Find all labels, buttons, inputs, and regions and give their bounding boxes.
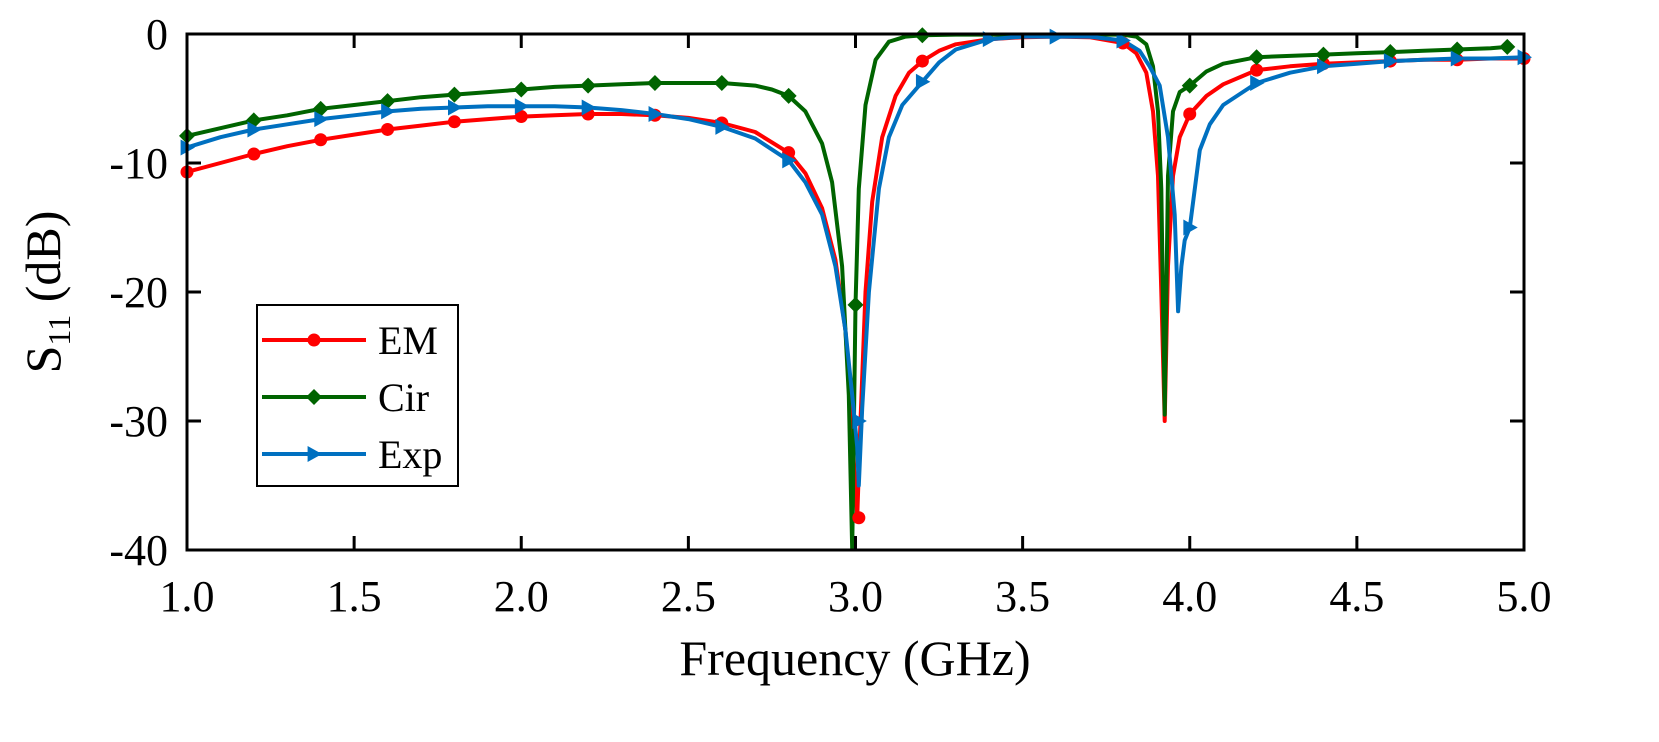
legend-items: EM Cir Exp xyxy=(262,318,442,477)
data-point-exp xyxy=(448,99,463,116)
data-point-exp xyxy=(852,413,867,429)
data-point-cir xyxy=(1499,38,1516,55)
legend-item-exp: Exp xyxy=(262,432,442,477)
y-tick-label: -20 xyxy=(109,268,168,317)
y-axis-title-sub: 11 xyxy=(41,315,77,346)
legend-label-cir: Cir xyxy=(378,375,429,420)
data-point-em xyxy=(514,110,528,124)
data-point-exp xyxy=(1183,219,1198,236)
x-tick-label: 1.0 xyxy=(160,572,215,621)
legend-item-cir: Cir xyxy=(262,375,429,420)
data-point-em xyxy=(1183,107,1197,121)
x-tick-label: 5.0 xyxy=(1497,572,1552,621)
data-point-em xyxy=(314,133,328,147)
data-point-exp xyxy=(514,98,530,115)
data-point-cir xyxy=(513,81,530,98)
x-tick-label: 4.5 xyxy=(1329,572,1384,621)
legend-marker-cir xyxy=(306,389,322,405)
y-tick-label: -10 xyxy=(109,139,168,188)
data-point-exp xyxy=(1049,28,1065,45)
y-axis-title-unit: (dB) xyxy=(15,211,71,315)
data-point-exp xyxy=(1116,32,1131,49)
data-point-exp xyxy=(715,118,730,135)
data-point-cir xyxy=(1248,49,1265,66)
legend-label-em: EM xyxy=(378,318,438,363)
data-point-cir xyxy=(713,75,730,92)
data-point-em xyxy=(852,511,866,525)
y-tick-label: 0 xyxy=(146,10,168,59)
data-point-exp xyxy=(648,105,663,122)
data-point-em xyxy=(1250,63,1264,77)
x-tick-label: 3.5 xyxy=(995,572,1050,621)
data-point-em xyxy=(447,115,461,129)
x-tick-label: 3.0 xyxy=(828,572,883,621)
data-point-exp xyxy=(381,103,396,120)
marker-layer xyxy=(179,27,1532,525)
data-point-exp xyxy=(247,121,262,138)
x-tick-label: 2.5 xyxy=(661,572,716,621)
data-point-em xyxy=(915,54,929,68)
data-point-cir xyxy=(1181,77,1198,94)
y-tick-label: -30 xyxy=(109,397,168,446)
tick-layer xyxy=(185,32,1526,552)
data-point-exp xyxy=(1250,75,1265,92)
legend: EM Cir Exp xyxy=(256,304,459,487)
y-axis-title-main: S xyxy=(15,346,71,374)
data-point-cir xyxy=(780,87,797,104)
data-point-exp xyxy=(915,73,931,90)
x-axis-title: Frequency (GHz) xyxy=(679,630,1030,686)
x-tick-label: 2.0 xyxy=(494,572,549,621)
data-point-cir xyxy=(446,86,463,103)
data-point-exp xyxy=(581,99,597,116)
data-point-cir xyxy=(646,75,663,92)
data-point-em xyxy=(247,147,261,161)
legend-item-em: EM xyxy=(262,318,438,363)
legend-marker-exp xyxy=(307,446,322,462)
data-point-exp xyxy=(1317,58,1332,75)
data-point-cir xyxy=(847,296,864,313)
legend-label-exp: Exp xyxy=(378,432,442,477)
legend-marker-em xyxy=(307,333,321,347)
tick-label-layer: 1.0 1.5 2.0 2.5 3.0 3.5 4.0 4.5 5.0 0 -10 -20 -30 -40 xyxy=(109,10,1551,621)
y-tick-label: -40 xyxy=(109,526,168,575)
data-point-exp xyxy=(1383,53,1399,70)
data-point-exp xyxy=(314,111,329,128)
x-tick-label: 4.0 xyxy=(1162,572,1217,621)
data-point-em xyxy=(381,122,395,136)
y-axis-title: S11 (dB) xyxy=(15,211,77,374)
data-point-cir xyxy=(1315,46,1332,63)
x-tick-label: 1.5 xyxy=(327,572,382,621)
data-point-exp xyxy=(1450,50,1466,67)
data-point-exp xyxy=(782,152,797,169)
data-point-cir xyxy=(580,77,597,94)
